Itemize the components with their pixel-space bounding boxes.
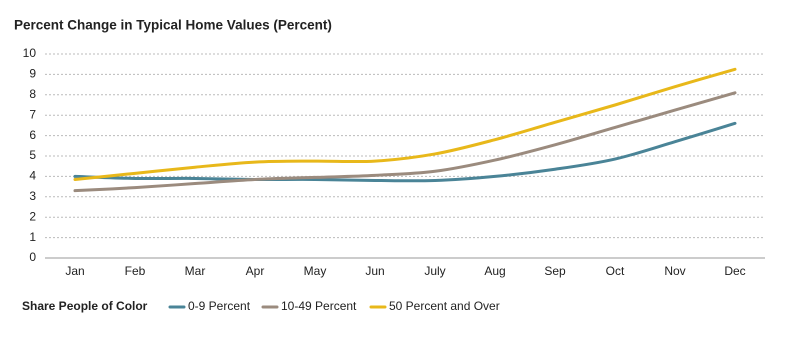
x-tick-label: Dec [724,264,745,278]
y-tick-label: 2 [29,209,36,223]
chart-title: Percent Change in Typical Home Values (P… [14,18,332,33]
y-tick-label: 10 [23,46,37,60]
y-tick-label: 3 [29,189,36,203]
x-tick-label: Nov [664,264,685,278]
x-tick-label: Aug [484,264,505,278]
x-tick-label: July [424,264,445,278]
x-tick-label: Apr [246,264,265,278]
line-series [73,121,737,183]
y-tick-label: 5 [29,148,36,162]
x-tick-label: May [304,264,327,278]
y-tick-label: 9 [29,67,36,81]
y-tick-label: 6 [29,128,36,142]
legend-title: Share People of Color [22,299,148,313]
x-tick-label: Mar [185,264,206,278]
y-tick-label: 7 [29,107,36,121]
line-series [73,67,737,181]
y-tick-label: 0 [29,250,36,264]
x-tick-label: Feb [125,264,146,278]
x-tick-label: Jun [365,264,384,278]
legend-label: 10-49 Percent [281,299,357,313]
line-series [73,91,737,193]
x-tick-label: Oct [606,264,625,278]
legend-label: 50 Percent and Over [389,299,500,313]
y-tick-label: 4 [29,169,36,183]
y-tick-label: 1 [29,230,36,244]
legend-label: 0-9 Percent [188,299,251,313]
x-tick-label: Jan [65,264,84,278]
y-tick-label: 8 [29,87,36,101]
x-tick-label: Sep [544,264,566,278]
